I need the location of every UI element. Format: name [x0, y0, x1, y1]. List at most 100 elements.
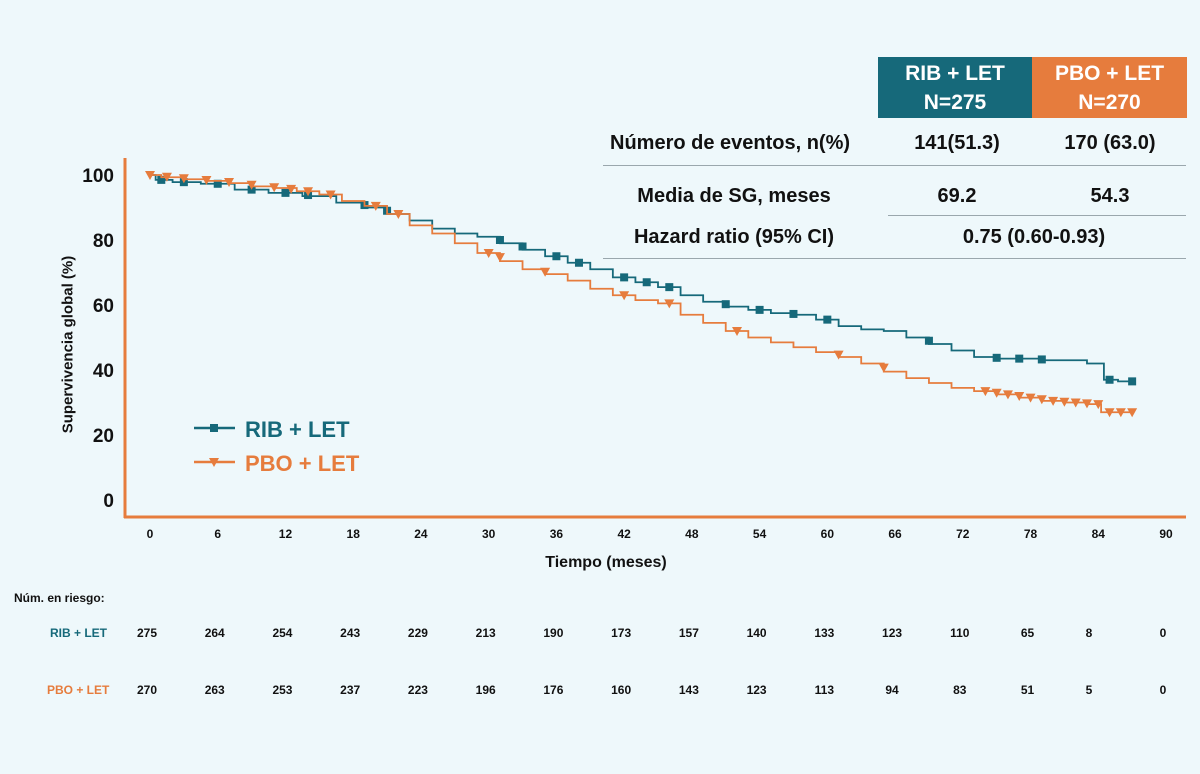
risk-value: 223	[407, 683, 428, 697]
x-tick-label: 18	[347, 527, 361, 541]
table-divider-1	[603, 165, 1186, 166]
censor-marker-rib	[157, 175, 166, 184]
censor-marker-pbo	[664, 299, 675, 309]
censor-marker-pbo	[1059, 397, 1070, 407]
x-tick-label: 54	[753, 527, 767, 541]
row-events-pbo: 170 (63.0)	[1064, 132, 1156, 154]
censor-marker-pbo	[201, 176, 212, 186]
header-pbo-n: N=270	[1078, 90, 1141, 114]
censor-marker-rib	[281, 188, 290, 197]
x-tick-label: 90	[1159, 527, 1173, 541]
y-tick-label: 0	[103, 491, 114, 512]
risk-value: 263	[204, 683, 225, 697]
risk-value: 83	[953, 683, 967, 697]
risk-label-rib: RIB + LET	[50, 626, 108, 640]
risk-value: 0	[1159, 626, 1167, 640]
x-tick-label: 12	[279, 527, 293, 541]
risk-value: 65	[1020, 626, 1035, 640]
censor-marker-pbo	[1127, 408, 1138, 418]
risk-value: 213	[475, 626, 496, 640]
censor-marker-pbo	[483, 249, 494, 258]
risk-value: 140	[746, 626, 767, 640]
censor-marker-rib	[665, 283, 674, 292]
row-events-rib: 141(51.3)	[914, 132, 1000, 154]
risk-value: 123	[882, 626, 903, 640]
risk-value: 229	[407, 626, 428, 640]
table-divider-3	[603, 258, 1186, 259]
censor-marker-pbo	[1036, 395, 1047, 405]
risk-value: 51	[1020, 683, 1035, 697]
x-axis-label: Tiempo (meses)	[545, 554, 667, 571]
x-tick-label: 6	[214, 527, 221, 541]
risk-value: 173	[611, 626, 632, 640]
risk-value: 254	[272, 626, 293, 640]
censor-marker-rib	[992, 353, 1001, 362]
risk-value: 275	[136, 626, 158, 640]
risk-value: 94	[885, 683, 899, 697]
risk-value: 123	[746, 683, 767, 697]
censor-marker-pbo	[246, 180, 257, 190]
header-rib-n: N=275	[923, 90, 987, 114]
censor-marker-pbo	[1104, 408, 1115, 418]
x-tick-label: 66	[888, 527, 902, 541]
censor-marker-pbo	[269, 183, 280, 193]
censor-marker-pbo	[1081, 399, 1092, 409]
censor-marker-pbo	[991, 388, 1002, 398]
censor-marker-pbo	[1093, 400, 1104, 410]
censor-marker-rib	[721, 300, 730, 309]
x-tick-label: 72	[956, 527, 970, 541]
y-tick-label: 60	[93, 296, 114, 317]
legend-marker-pbo	[209, 458, 219, 467]
table-header-rib: RIB + LET N=275	[878, 57, 1032, 118]
censor-marker-pbo	[145, 171, 155, 180]
censor-marker-rib	[789, 309, 798, 318]
legend-lines	[194, 424, 235, 467]
risk-value: 196	[475, 683, 496, 697]
censor-marker-pbo	[1070, 398, 1081, 408]
x-tick-label: 24	[414, 527, 428, 541]
y-tick-label: 100	[82, 166, 114, 187]
censor-marker-rib	[924, 336, 933, 345]
censor-marker-rib	[1105, 375, 1114, 384]
x-tick-label: 42	[617, 527, 631, 541]
risk-value: 243	[340, 626, 361, 640]
y-tick-label: 20	[93, 426, 114, 447]
row-median-pbo: 54.3	[1090, 185, 1130, 207]
y-tick-label: 80	[93, 231, 114, 252]
row-events-label: Número de eventos, n(%)	[610, 132, 851, 154]
risk-value: 110	[950, 626, 970, 640]
censor-marker-pbo	[1115, 408, 1126, 418]
risk-value: 113	[814, 683, 834, 697]
censor-marker-pbo	[224, 177, 235, 187]
censor-marker-pbo	[1025, 393, 1036, 403]
x-tick-label: 84	[1092, 527, 1106, 541]
x-tick-label: 36	[550, 527, 564, 541]
censor-marker-rib	[518, 242, 527, 251]
censor-marker-pbo	[540, 267, 551, 277]
censor-marker-rib	[642, 278, 651, 287]
risk-value: 270	[136, 683, 158, 697]
header-rib-arm: RIB + LET	[905, 61, 1005, 85]
header-pbo-arm: PBO + LET	[1054, 61, 1165, 85]
censor-marker-pbo	[1014, 392, 1025, 401]
risk-value: 253	[272, 683, 293, 697]
risk-value: 8	[1085, 626, 1093, 640]
legend-label-rib: RIB + LET	[245, 417, 350, 442]
risk-value: 0	[1159, 683, 1167, 697]
row-hr-value: 0.75 (0.60-0.93)	[962, 226, 1106, 248]
censor-marker-rib	[1015, 354, 1024, 363]
censor-marker-rib	[1037, 355, 1046, 364]
series-pbo	[145, 171, 1138, 418]
censor-marker-pbo	[732, 327, 743, 336]
censor-marker-pbo	[370, 201, 381, 211]
row-median-rib: 69.2	[937, 185, 977, 207]
table-divider-2	[888, 215, 1186, 216]
row-median-label: Media de SG, meses	[637, 185, 831, 207]
censor-marker-pbo	[878, 363, 889, 373]
risk-table-title: Núm. en riesgo:	[14, 591, 105, 605]
censor-marker-rib	[755, 305, 764, 314]
censor-marker-pbo	[619, 291, 630, 301]
row-hr-label: Hazard ratio (95% CI)	[633, 226, 835, 248]
legend-label-pbo: PBO + LET	[245, 451, 360, 476]
